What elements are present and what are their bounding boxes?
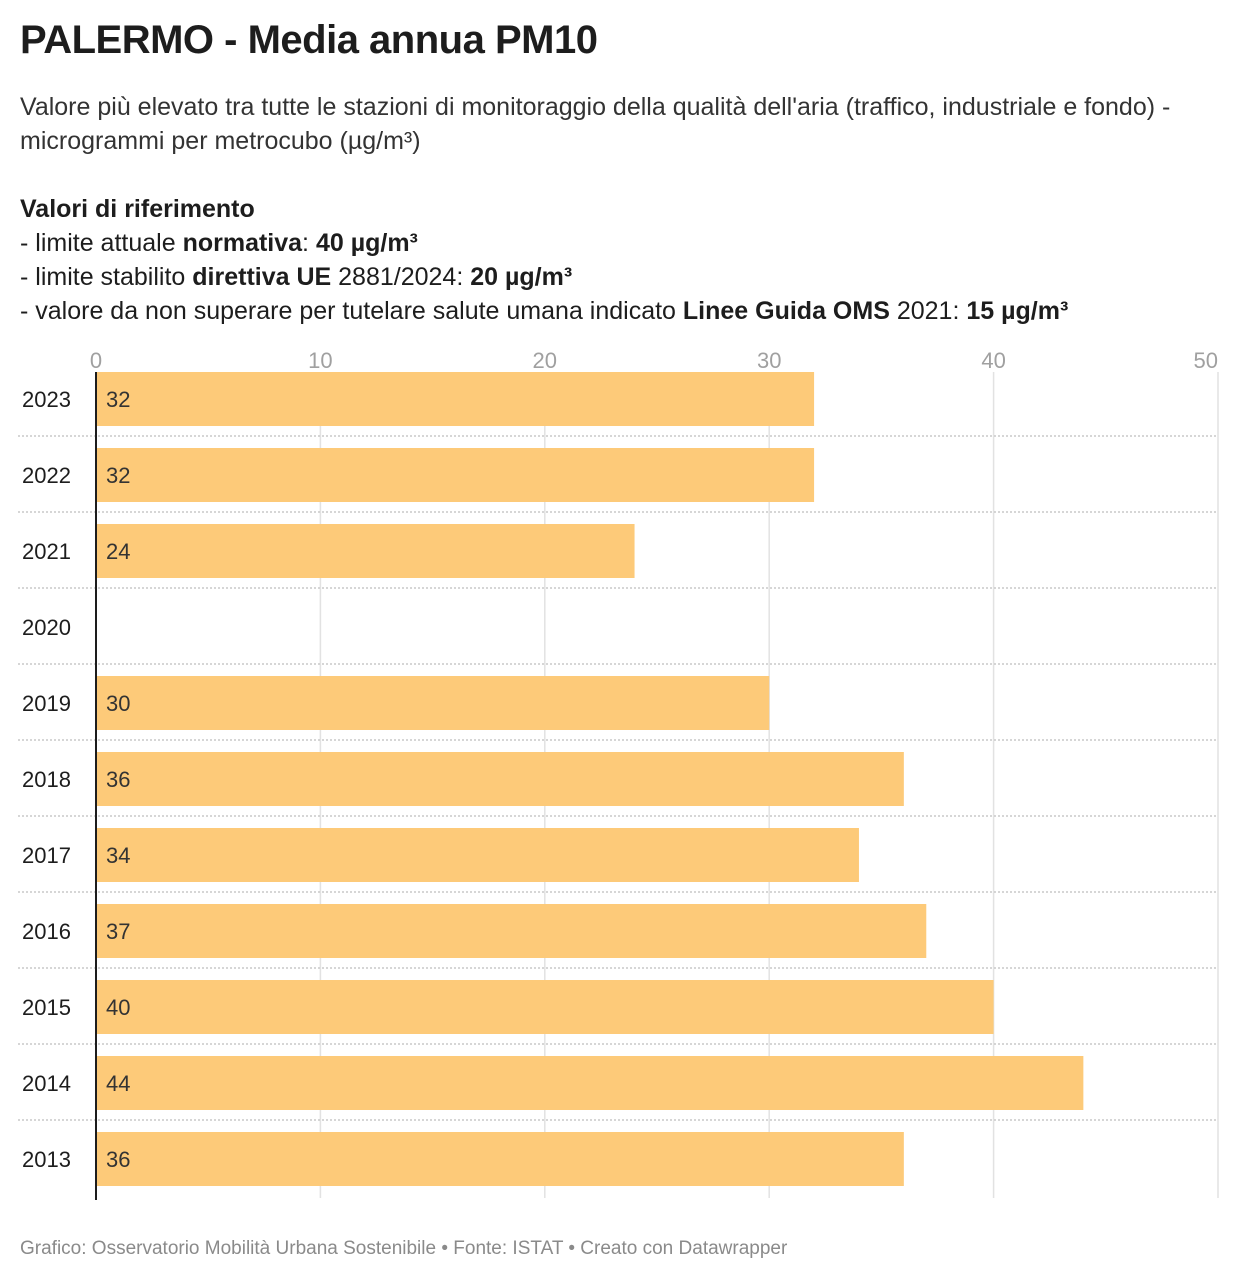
bar [96,828,859,882]
category-label: 2021 [22,539,71,564]
bar [96,1056,1084,1110]
ref-value: 20 µg/m³ [470,263,573,291]
x-tick-label: 20 [533,348,557,373]
reference-line-normativa: - limite attuale normativa: 40 µg/m³ [20,226,1230,260]
reference-heading: Valori di riferimento [20,195,255,223]
reference-values: Valori di riferimento - limite attuale n… [20,192,1230,328]
data-label: 30 [106,691,130,716]
ref-bold: direttiva UE [192,263,332,291]
ref-text: - limite stabilito [20,263,193,291]
ref-text: - valore da non superare per tutelare sa… [20,297,683,325]
category-label: 2013 [22,1147,71,1172]
category-label: 2023 [22,387,71,412]
reference-line-direttiva: - limite stabilito direttiva UE 2881/202… [20,260,1230,294]
ref-value: 40 µg/m³ [315,229,418,257]
bar [96,524,635,578]
ref-text: 2021: [889,297,967,325]
data-label: 44 [106,1071,130,1096]
ref-text: : [302,229,316,257]
category-label: 2019 [22,691,71,716]
ref-text: 2881/2024: [331,263,471,291]
data-label: 36 [106,767,130,792]
bar [96,1132,904,1186]
ref-value: 15 µg/m³ [966,297,1069,325]
category-label: 2022 [22,463,71,488]
data-label: 32 [106,387,130,412]
data-label: 40 [106,995,130,1020]
x-tick-label: 0 [90,348,102,373]
x-tick-label: 50 [1194,348,1218,373]
bar [96,676,770,730]
data-label: 36 [106,1147,130,1172]
data-label: 37 [106,919,130,944]
bar [96,904,927,958]
bar [96,980,994,1034]
ref-bold: Linee Guida OMS [682,297,890,325]
category-label: 2016 [22,919,71,944]
category-label: 2020 [22,615,71,640]
ref-text: - limite attuale [20,229,183,257]
bar [96,752,904,806]
chart-footer: Grafico: Osservatorio Mobilità Urbana So… [20,1238,788,1259]
x-tick-label: 10 [308,348,332,373]
bar [96,448,815,502]
ref-bold: normativa [182,229,303,257]
x-tick-label: 30 [757,348,781,373]
bar-chart: 0 10 20 30 40 50 2023 32 2022 32 2021 24 2020 2019 30 2… [18,348,1219,1200]
category-label: 2018 [22,767,71,792]
chart-title: PALERMO - Media annua PM10 [20,18,598,62]
category-label: 2017 [22,843,71,868]
bar [96,372,815,426]
chart-subtitle: Valore più elevato tra tutte le stazioni… [20,93,1171,155]
reference-line-oms: - valore da non superare per tutelare sa… [20,294,1230,328]
data-label: 34 [106,843,130,868]
category-label: 2014 [22,1071,71,1096]
x-tick-label: 40 [981,348,1005,373]
data-label: 24 [106,539,130,564]
data-label: 32 [106,463,130,488]
category-label: 2015 [22,995,71,1020]
